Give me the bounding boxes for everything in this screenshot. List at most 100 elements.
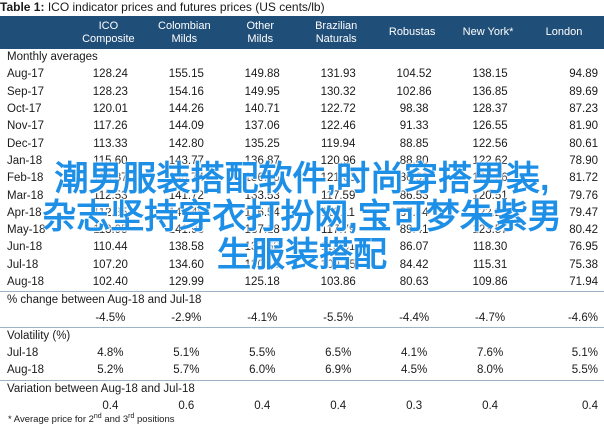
table-cell: 118.30 xyxy=(472,241,508,254)
table-cell: 117.26 xyxy=(93,120,128,133)
footnote: * Average price for 2nd and 3rd position… xyxy=(8,413,175,426)
table-cell: 119.94 xyxy=(321,137,356,150)
table-row: Aug-18 102.40 129.99 125.18 103.86 80.63 109.8… xyxy=(0,274,604,292)
table-row: Feb-18 113.87 146.74 136.05 121.03 86.92 125.6… xyxy=(0,170,604,187)
table-cell: 121.03 xyxy=(320,172,356,185)
table-cell: 134.60 xyxy=(168,258,204,271)
table-cell: -2.9% xyxy=(171,311,202,324)
table-cell: -4.4% xyxy=(399,311,430,324)
table-row: -4.5% -2.9% -4.1% -5.5% -4.4% -4.7% -4.6% xyxy=(0,309,604,327)
table-cell: 94.89 xyxy=(569,68,598,81)
table-cell: 149.88 xyxy=(244,68,280,81)
row-label: Oct-17 xyxy=(7,103,42,116)
table-cell: 6.5% xyxy=(325,347,352,360)
table-cell: 103.86 xyxy=(320,276,356,288)
table-cell: 86.07 xyxy=(399,241,429,254)
section-variation-label: Variation between Aug-18 and Jul-18 xyxy=(0,379,604,398)
table-cell: 87.23 xyxy=(569,103,598,116)
table-cell: -5.5% xyxy=(323,311,354,324)
row-label: Dec-17 xyxy=(7,137,45,150)
row-label: Jan-18 xyxy=(7,154,43,167)
table-cell: 113.95 xyxy=(93,224,128,237)
table-cell: 84.42 xyxy=(399,258,429,271)
table-cell: 128.23 xyxy=(92,85,128,98)
table-cell: 120.01 xyxy=(92,103,128,116)
table-cell: 144.09 xyxy=(168,120,204,133)
table-cell: 117.59 xyxy=(321,189,356,202)
table-cell: 112.53 xyxy=(93,189,128,202)
table-cell: 0.4 xyxy=(102,400,119,413)
table-cell: 133.63 xyxy=(244,241,280,254)
table-cell: 129.99 xyxy=(168,276,204,288)
table-title-text: ICO indicator prices and futures prices … xyxy=(47,0,325,14)
table-cell: 107.20 xyxy=(92,258,128,271)
table-cell: 113.33 xyxy=(93,137,128,150)
table-row: Apr-18 112.85 140.48 136.54 118.11 87.34 122.2… xyxy=(0,205,604,222)
table-cell: 104.52 xyxy=(396,68,432,81)
table-cell: 136.87 xyxy=(244,154,280,167)
table-cell: 138.15 xyxy=(472,68,508,81)
table-cell: 137.06 xyxy=(244,120,280,133)
table-cell: 130.19 xyxy=(244,258,280,271)
section-variation: Variation between Aug-18 and Jul-18 xyxy=(0,379,604,398)
table-row: Sep-17 128.23 154.16 149.95 130.32 102.86 136.… xyxy=(0,84,604,101)
table-cell: 0.4 xyxy=(582,400,598,413)
section-pct-change-label: % change between Aug-18 and Jul-18 xyxy=(0,291,604,310)
table-row: Aug-18 5.2% 5.7% 6.0% 6.9% 4.5% 8.0% 5.5% xyxy=(0,362,604,380)
row-label: Aug-18 xyxy=(7,276,45,288)
table-cell: 91.33 xyxy=(399,120,429,133)
table-cell: 113.31 xyxy=(321,241,356,254)
table-cell: 110.44 xyxy=(93,241,128,254)
table-cell: 140.71 xyxy=(244,103,280,116)
table-cell: 5.5% xyxy=(571,364,598,377)
table-cell: 136.05 xyxy=(244,172,280,185)
row-label: Aug-17 xyxy=(7,68,45,81)
table-cell: 80.42 xyxy=(569,224,598,237)
table-cell: 136.54 xyxy=(244,206,280,219)
table-cell: 135.25 xyxy=(244,137,280,150)
table-cell: 102.86 xyxy=(396,85,432,98)
section-monthly-averages-label: Monthly averages xyxy=(7,51,98,64)
table-row: Jun-18 110.44 138.58 133.63 113.31 86.07 118.3… xyxy=(0,239,604,256)
table-cell: 122.25 xyxy=(472,206,508,219)
header-blank xyxy=(0,16,73,49)
table-cell: 128.37 xyxy=(472,103,508,116)
header-colombian-milds: Colombian Milds xyxy=(148,16,225,49)
table-cell: 79.76 xyxy=(569,189,598,202)
table-cell: 81.90 xyxy=(569,120,598,133)
table-cell: 122.56 xyxy=(472,137,508,150)
header-london: London xyxy=(528,16,604,49)
table-cell: 126.55 xyxy=(472,120,508,133)
table-cell: 98.38 xyxy=(399,103,429,116)
table-row: Jul-18 4.8% 5.1% 5.5% 6.5% 4.1% 7.6% 5.1% xyxy=(0,345,604,362)
table-cell: 115.60 xyxy=(93,154,128,167)
table-cell: 120.51 xyxy=(472,189,508,202)
table-cell: 4.1% xyxy=(401,347,428,360)
table-cell: 102.40 xyxy=(92,276,128,288)
table-title-label: Table 1: xyxy=(0,0,45,14)
table-cell: 5.7% xyxy=(173,364,200,377)
table-cell: 80.61 xyxy=(569,137,598,150)
table-cell: 5.5% xyxy=(249,347,276,360)
row-label: Sep-17 xyxy=(7,85,45,98)
table-cell: 142.80 xyxy=(168,137,204,150)
table-cell: 88.80 xyxy=(399,154,429,167)
section-pct-change: % change between Aug-18 and Jul-18 xyxy=(0,291,604,310)
table-header-row: ICO Composite Colombian Milds Other Milds B… xyxy=(0,16,604,49)
table-cell: 123.57 xyxy=(472,224,508,237)
table-cell: 122.46 xyxy=(320,120,356,133)
table-cell: 117.79 xyxy=(321,224,356,237)
table-cell: 112.85 xyxy=(93,206,128,219)
table-cell: 141.72 xyxy=(168,189,204,202)
section-volatility-label: Volatility (%) xyxy=(0,326,604,346)
table-cell: 118.11 xyxy=(321,206,355,219)
row-label: Jul-18 xyxy=(7,258,39,271)
table-cell: 125.18 xyxy=(244,276,280,288)
header-robustas: Robustas xyxy=(376,16,453,49)
table-cell: 8.0% xyxy=(476,364,504,377)
table-cell: 146.74 xyxy=(168,172,204,185)
table-cell: -4.1% xyxy=(247,311,278,324)
table-cell: 143.77 xyxy=(168,154,204,167)
table-title: Table 1: ICO indicator prices and future… xyxy=(0,0,604,15)
table-row: Jan-18 115.60 143.77 136.87 120.96 88.80 122.6… xyxy=(0,153,604,170)
